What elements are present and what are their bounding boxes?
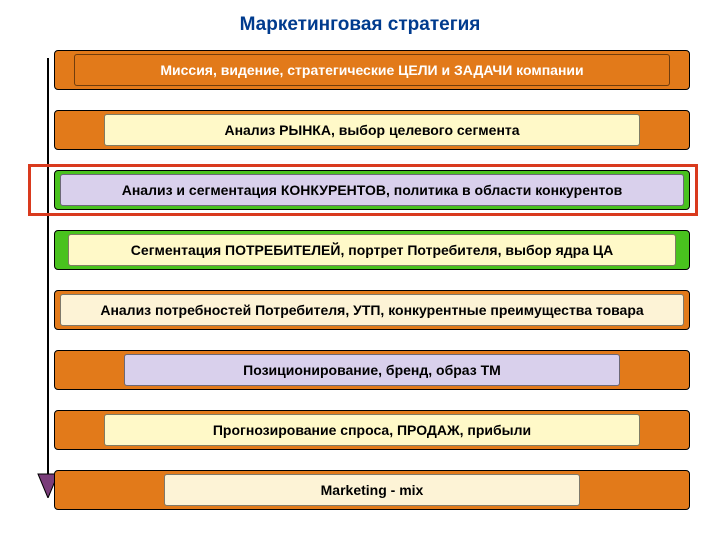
bar-inner: Миссия, видение, стратегические ЦЕЛИ и З… bbox=[74, 54, 670, 86]
bar-inner: Анализ потребностей Потребителя, УТП, ко… bbox=[60, 294, 684, 326]
bar-row: Сегментация ПОТРЕБИТЕЛЕЙ, портрет Потреб… bbox=[54, 230, 690, 270]
bar-inner: Marketing - mix bbox=[164, 474, 580, 506]
page-title: Маркетинговая стратегия bbox=[0, 0, 720, 46]
bar-inner: Прогнозирование спроса, ПРОДАЖ, прибыли bbox=[104, 414, 640, 446]
bar-inner: Сегментация ПОТРЕБИТЕЛЕЙ, портрет Потреб… bbox=[68, 234, 676, 266]
bar-stack: Миссия, видение, стратегические ЦЕЛИ и З… bbox=[54, 50, 690, 530]
bar-row: Позиционирование, бренд, образ ТМ bbox=[54, 350, 690, 390]
bar-row: Анализ и сегментация КОНКУРЕНТОВ, полити… bbox=[54, 170, 690, 210]
bar-row: Анализ потребностей Потребителя, УТП, ко… bbox=[54, 290, 690, 330]
bar-inner: Позиционирование, бренд, образ ТМ bbox=[124, 354, 620, 386]
bar-inner: Анализ и сегментация КОНКУРЕНТОВ, полити… bbox=[60, 174, 684, 206]
bar-inner: Анализ РЫНКА, выбор целевого сегмента bbox=[104, 114, 640, 146]
bar-row: Миссия, видение, стратегические ЦЕЛИ и З… bbox=[54, 50, 690, 90]
bar-row: Анализ РЫНКА, выбор целевого сегмента bbox=[54, 110, 690, 150]
bar-row: Прогнозирование спроса, ПРОДАЖ, прибыли bbox=[54, 410, 690, 450]
bar-row: Marketing - mix bbox=[54, 470, 690, 510]
